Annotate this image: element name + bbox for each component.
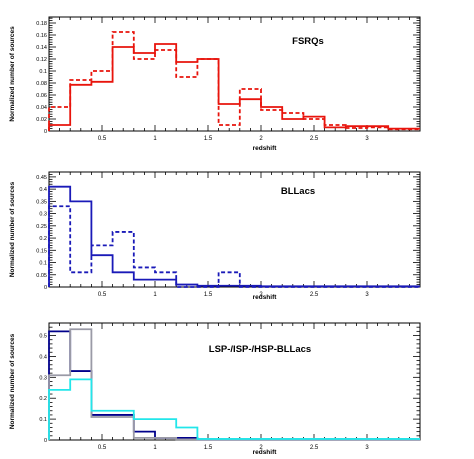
- x-tick-label: 0.5: [98, 292, 107, 298]
- x-tick-label: 1.5: [204, 445, 213, 451]
- plot-frame: [48, 16, 421, 132]
- x-tick-label: 3: [365, 445, 369, 451]
- y-axis-label: Normalized number of sources: [9, 26, 16, 122]
- y-tick-label: 0.25: [36, 224, 47, 230]
- y-tick-label: 0.3: [39, 212, 47, 218]
- y-tick-label-zero: 0: [44, 129, 47, 135]
- chart-panel-1: 0.5 1 1.5 2 2.5 3 0.02 0.04 0.06 0.08 0.1 0.12 0.14 0…: [9, 16, 421, 152]
- y-tick-label: 0.15: [36, 248, 47, 254]
- x-tick-label: 1: [153, 292, 157, 298]
- y-tick-label: 0.04: [36, 105, 47, 111]
- x-tick-label: 3: [365, 292, 369, 298]
- y-tick-label: 0.1: [39, 417, 47, 423]
- x-tick-label: 1.5: [204, 292, 213, 298]
- y-tick-label: 0.1: [39, 69, 47, 75]
- x-tick-label: 2.5: [310, 292, 319, 298]
- x-tick-label: 0.5: [98, 445, 107, 451]
- x-tick-label: 2: [259, 136, 263, 142]
- x-tick-label: 0.5: [98, 136, 107, 142]
- y-tick-label: 0.2: [39, 236, 47, 242]
- y-tick-label: 0.14: [36, 45, 47, 51]
- x-tick-label: 1.5: [204, 136, 213, 142]
- y-tick-label: 0.05: [36, 273, 47, 279]
- plot-frame: [48, 171, 421, 288]
- x-tick-label: 2.5: [310, 445, 319, 451]
- y-tick-label: 0.35: [36, 199, 47, 205]
- x-tick-label: 2.5: [310, 136, 319, 142]
- series-line-1: [48, 43, 420, 131]
- x-tick-label: 2: [259, 292, 263, 298]
- y-axis-label: Normalized number of sources: [9, 181, 16, 277]
- y-tick-label: 0.18: [36, 21, 47, 27]
- series-line-3: [48, 378, 420, 440]
- y-tick-label: 0.4: [39, 187, 47, 193]
- x-axis-label: redshift: [253, 449, 278, 456]
- y-tick-label: 0.2: [39, 396, 47, 402]
- y-tick-label: 0.08: [36, 81, 47, 87]
- y-tick-label-zero: 0: [44, 285, 47, 291]
- plot-frame: [48, 322, 421, 441]
- x-tick-label: 1: [153, 445, 157, 451]
- panel-title: BLLacs: [281, 186, 315, 197]
- panel-title: FSRQs: [292, 36, 324, 47]
- y-tick-label: 0.4: [39, 354, 47, 360]
- y-tick-label: 0.02: [36, 117, 47, 123]
- y-tick-label: 0.16: [36, 33, 47, 39]
- x-tick-label: 1: [153, 136, 157, 142]
- y-tick-label: 0.06: [36, 93, 47, 99]
- y-tick-label: 0.12: [36, 57, 47, 63]
- y-tick-label: 0.3: [39, 375, 47, 381]
- series-line-2: [48, 205, 420, 288]
- x-tick-label: 2: [259, 445, 263, 451]
- y-tick-label-zero: 0: [44, 438, 47, 444]
- x-axis-label: redshift: [253, 145, 278, 152]
- y-tick-label: 0.5: [39, 334, 47, 340]
- series-line-1: [48, 185, 420, 288]
- x-axis-label: redshift: [253, 294, 278, 301]
- chart-panel-2: 0.5 1 1.5 2 2.5 3 0.05 0.1 0.15 0.2 0.25 0.3 0.35 0.4…: [9, 171, 421, 301]
- panel-title: LSP-/ISP-/HSP-BLLacs: [209, 344, 311, 355]
- y-tick-label: 0.45: [36, 175, 47, 181]
- chart-panel-3: 0.5 1 1.5 2 2.5 3 0.1 0.2 0.3 0.4 0.5 0 LSP-/ISP-/HS…: [9, 322, 421, 456]
- y-axis-label: Normalized number of sources: [9, 333, 16, 429]
- x-tick-label: 3: [365, 136, 369, 142]
- y-tick-label: 0.1: [39, 261, 47, 267]
